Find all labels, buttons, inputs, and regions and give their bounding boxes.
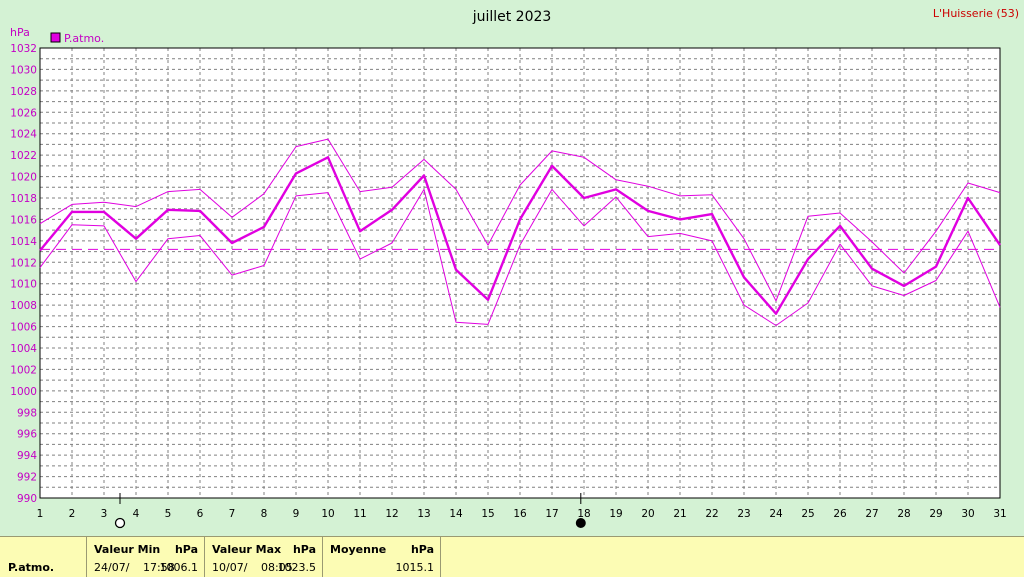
x-tick-label: 22 (705, 508, 718, 520)
stats-min-date: 24/07/ (94, 561, 130, 574)
x-tick-label: 28 (897, 508, 910, 520)
y-tick-label: 1018 (10, 193, 37, 205)
legend-label: P.atmo. (64, 32, 104, 45)
x-tick-label: 30 (961, 508, 974, 520)
y-tick-label: 1022 (10, 150, 37, 162)
y-tick-label: 1002 (10, 364, 37, 376)
stats-bar: P.atmo. Valeur Min hPa 24/07/ 17:58 1006… (0, 536, 1024, 577)
y-tick-label: 1014 (10, 236, 37, 248)
stats-row-label-cell: P.atmo. (0, 537, 87, 577)
y-tick-label: 1020 (10, 172, 37, 184)
y-tick-label: 1004 (10, 343, 37, 355)
stats-max-unit: hPa (292, 543, 316, 556)
x-tick-label: 27 (865, 508, 878, 520)
y-tick-label: 1032 (10, 43, 37, 55)
y-tick-label: 996 (17, 429, 37, 441)
x-tick-label: 16 (513, 508, 527, 520)
x-tick-label: 21 (673, 508, 686, 520)
series-line-mean (39, 156, 1001, 315)
x-tick-label: 14 (449, 508, 463, 520)
x-tick-label: 6 (197, 508, 204, 520)
y-tick-label: 990 (17, 493, 37, 505)
x-tick-label: 1 (37, 508, 44, 520)
x-tick-label: 12 (385, 508, 398, 520)
x-tick-label: 17 (545, 508, 558, 520)
x-tick-label: 29 (929, 508, 942, 520)
x-tick-label: 7 (229, 508, 236, 520)
stats-avg-label: Moyenne (330, 543, 387, 556)
x-axis-ticks: 1 2 3 4 5 6 7 8 9 10 11 12 13 14 15 16 17 18 19 20 21 22 23 24 2… (37, 508, 1007, 520)
y-tick-label: 1030 (10, 64, 37, 76)
stats-min-time: 17:58 (143, 561, 175, 574)
station-name: L'Huisserie (53) (933, 7, 1019, 20)
x-tick-label: 26 (833, 508, 847, 520)
y-axis-ticks: 990 992 994 996 998 1000 1002 1004 1006 1008 1010 1… (10, 43, 37, 505)
stats-row-label: P.atmo. (8, 561, 55, 574)
stats-min-unit: hPa (174, 543, 198, 556)
x-tick-label: 19 (609, 508, 622, 520)
series-lines (39, 138, 1001, 326)
x-tick-label: 3 (101, 508, 108, 520)
x-tick-label: 15 (481, 508, 494, 520)
new-moon-icon (114, 517, 126, 529)
full-moon-icon (575, 518, 586, 528)
y-tick-label: 1008 (10, 300, 37, 312)
y-axis-unit: hPa (10, 26, 30, 39)
stats-max-date: 10/07/ (212, 561, 248, 574)
y-tick-label: 992 (17, 472, 37, 484)
plot-frame (39, 47, 1001, 499)
stats-avg-unit: hPa (410, 543, 434, 556)
x-tick-label: 24 (769, 508, 783, 520)
x-tick-label: 8 (261, 508, 268, 520)
stats-max-value: 1023.5 (277, 561, 317, 574)
stats-avg-value: 1015.1 (395, 561, 435, 574)
y-tick-label: 998 (17, 407, 37, 419)
x-tick-label: 2 (69, 508, 76, 520)
x-tick-label: 20 (641, 508, 654, 520)
x-tick-label: 4 (133, 508, 140, 520)
x-tick-label: 25 (801, 508, 814, 520)
moon-phases (114, 493, 586, 529)
grid (39, 47, 1001, 499)
x-tick-label: 18 (577, 508, 590, 520)
x-tick-label: 11 (353, 508, 366, 520)
stats-min-cell: Valeur Min hPa 24/07/ 17:58 1006.1 (87, 537, 205, 577)
x-tick-label: 10 (321, 508, 334, 520)
y-tick-label: 1016 (10, 214, 37, 226)
y-tick-label: 1006 (10, 322, 37, 334)
y-tick-label: 1024 (10, 129, 37, 141)
stats-max-time: 08:05 (261, 561, 293, 574)
y-tick-label: 1028 (10, 86, 37, 98)
series-line-max (39, 138, 1001, 302)
y-tick-label: 994 (17, 450, 37, 462)
chart-title: juillet 2023 (472, 9, 552, 25)
series-line-min (39, 188, 1001, 326)
x-tick-label: 9 (293, 508, 300, 520)
y-tick-label: 1000 (10, 386, 37, 398)
stats-max-cell: Valeur Max hPa 10/07/ 08:05 1023.5 (205, 537, 323, 577)
stats-min-label: Valeur Min (94, 543, 161, 556)
y-tick-label: 1010 (10, 279, 37, 291)
x-tick-label: 5 (165, 508, 172, 520)
x-tick-label: 31 (993, 508, 1006, 520)
stats-max-label: Valeur Max (212, 543, 282, 556)
pressure-chart: 9909929949969981000100210041006100810101… (10, 7, 1019, 529)
y-tick-label: 1026 (10, 107, 37, 119)
stats-avg-cell: Moyenne hPa 1015.1 (323, 537, 441, 577)
stats-min-value: 1006.1 (159, 561, 199, 574)
legend-swatch (50, 32, 61, 43)
x-tick-label: 13 (417, 508, 430, 520)
y-tick-label: 1012 (10, 257, 37, 269)
x-tick-label: 23 (737, 508, 750, 520)
